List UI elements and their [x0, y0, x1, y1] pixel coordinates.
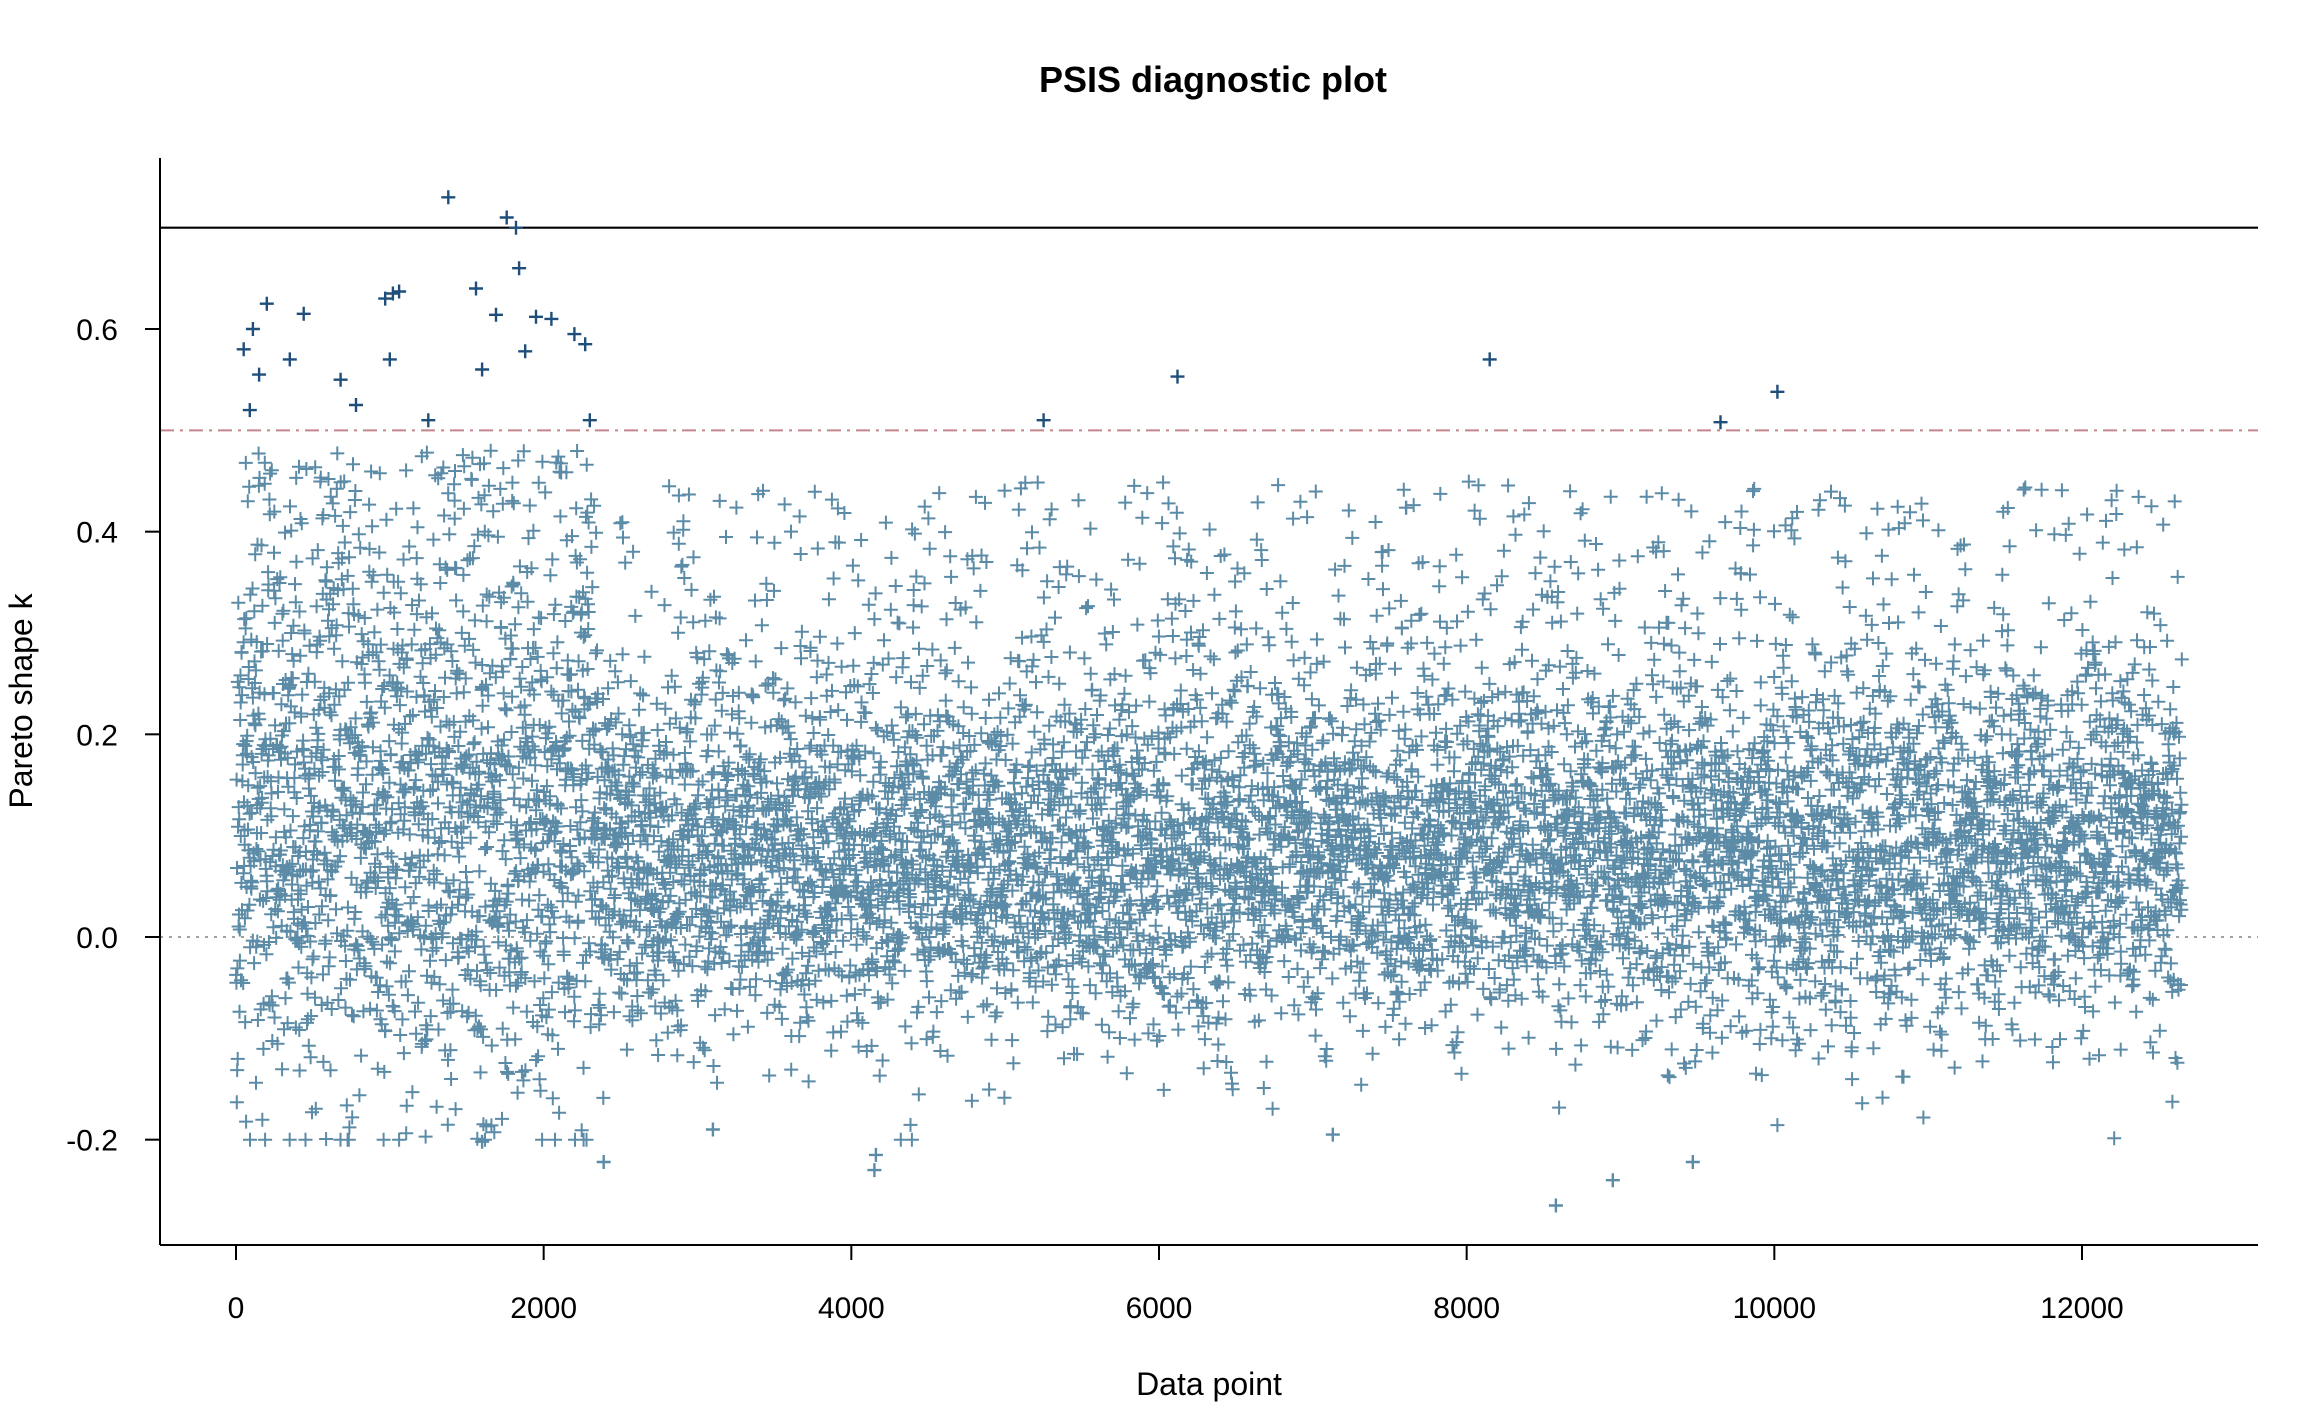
scatter-point-outlier — [282, 352, 297, 367]
scatter-point-outlier — [544, 311, 559, 326]
scatter-point-outlier — [333, 372, 348, 387]
scatter-point-outlier — [1605, 1173, 1620, 1188]
scatter-point-outlier — [499, 210, 514, 225]
scatter-point-outlier — [245, 322, 260, 336]
scatter-point-outlier — [1325, 1127, 1340, 1142]
y-tick-label: -0.2 — [66, 1125, 118, 1158]
scatter-point-outlier — [475, 362, 490, 377]
x-tick-label: 8000 — [1433, 1292, 1500, 1325]
scatter-point-outlier — [529, 309, 543, 324]
scatter-point-outlier — [296, 306, 311, 321]
scatter-point-outlier — [392, 284, 407, 299]
scatter-point-outlier — [441, 190, 456, 205]
y-axis-ticks: -0.2 0.0 0.2 0.4 0.6 — [66, 314, 160, 1158]
scatter-point-outlier — [421, 413, 436, 428]
y-axis-label: Pareto shape k — [3, 592, 39, 808]
scatter-point-outlier — [1713, 415, 1728, 430]
scatter-point-outlier — [236, 342, 251, 357]
y-tick-label: 0.6 — [76, 314, 118, 347]
scatter-point-outlier — [596, 1155, 611, 1169]
scatter-point-outlier — [382, 352, 397, 367]
scatter-point-outlier — [259, 296, 274, 311]
x-tick-label: 2000 — [510, 1292, 577, 1325]
scatter-point-outlier — [242, 403, 257, 418]
scatter-point-outlier — [512, 261, 527, 276]
x-axis-ticks: 0 2000 4000 6000 8000 10000 12000 — [228, 1245, 2124, 1325]
y-tick-label: 0.4 — [76, 517, 118, 550]
scatter-point-outlier — [385, 286, 400, 301]
scatter-point-outlier — [475, 1134, 490, 1149]
y-tick-label: 0.2 — [76, 719, 118, 752]
chart-title: PSIS diagnostic plot — [1039, 59, 1387, 100]
scatter-point-outlier — [252, 367, 267, 382]
scatter-point-outlier — [1685, 1155, 1700, 1169]
scatter-points-bulk — [229, 443, 2189, 1147]
scatter-point-outlier — [378, 291, 393, 306]
scatter-point-outlier — [1036, 413, 1051, 428]
scatter-point-outlier — [1548, 1198, 1563, 1213]
scatter-point-outlier — [349, 398, 363, 412]
scatter-point-outlier — [469, 281, 483, 296]
scatter-point-outlier — [868, 1147, 883, 1162]
scatter-point-outlier — [705, 1122, 720, 1137]
scatter-point-outlier — [1170, 369, 1185, 384]
scatter-point-outlier — [867, 1163, 882, 1178]
x-tick-label: 12000 — [2040, 1292, 2123, 1325]
x-tick-label: 0 — [228, 1292, 245, 1325]
scatter-point-outlier — [567, 327, 582, 342]
scatter-point-outlier — [582, 413, 597, 428]
scatter-point-outlier — [1770, 384, 1785, 399]
scatter-point-outlier — [578, 337, 593, 352]
x-tick-label: 4000 — [818, 1292, 885, 1325]
x-tick-label: 10000 — [1733, 1292, 1816, 1325]
data-points — [229, 190, 2189, 1213]
y-tick-label: 0.0 — [76, 922, 118, 955]
scatter-point-outlier — [509, 220, 523, 235]
scatter-point-outlier — [489, 307, 503, 322]
x-axis-label: Data point — [1136, 1366, 1282, 1402]
x-tick-label: 6000 — [1126, 1292, 1193, 1325]
scatter-point-outlier — [518, 344, 533, 359]
scatter-point-outlier — [1482, 352, 1497, 367]
